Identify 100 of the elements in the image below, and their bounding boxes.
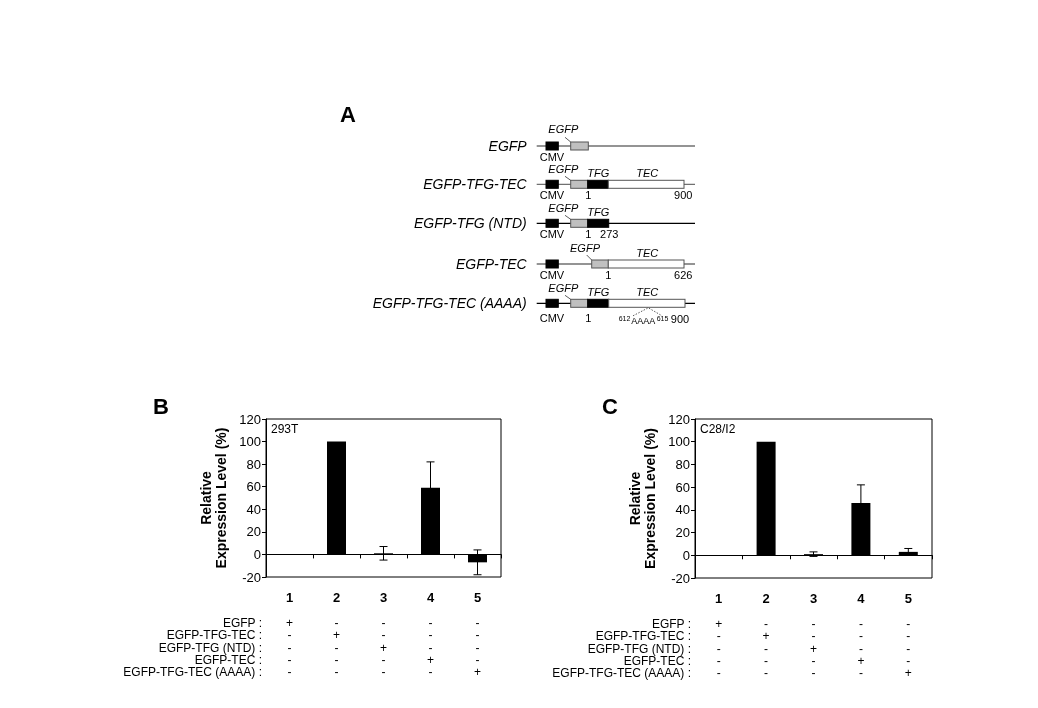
text: - (811, 665, 816, 680)
y-axis-title: Relative Expression Level (%) (626, 428, 658, 569)
text: EGFP-TFG-TEC (423, 176, 528, 192)
x-tick-label: 2 (332, 590, 341, 605)
x-tick-label: 5 (473, 590, 482, 605)
text: CMV (539, 228, 565, 241)
text: + (379, 640, 388, 655)
text: TFG (587, 167, 610, 180)
text: A (340, 102, 356, 127)
text: + (715, 617, 723, 632)
text: - (811, 629, 816, 644)
x-tick-label: 3 (809, 591, 818, 606)
x-tick-label: 4 (857, 591, 866, 606)
text: TEC (636, 286, 659, 299)
y-tick-label: 80 (246, 456, 261, 472)
text: EGFP-TFG (NTD) : (158, 640, 262, 655)
text: - (334, 652, 339, 667)
y-tick-label: -20 (671, 570, 690, 586)
text: - (287, 628, 292, 643)
text: - (428, 640, 433, 655)
text: - (858, 665, 863, 680)
text: - (858, 641, 863, 656)
x-tick-label: 5 (904, 591, 912, 606)
text: CMV (539, 269, 565, 281)
text: - (764, 641, 769, 656)
text: - (381, 628, 386, 643)
text: EGFP (548, 162, 579, 175)
text: + (332, 628, 341, 643)
text: TFG (587, 286, 610, 299)
y-tick-label: 20 (246, 524, 261, 540)
annotation: 293T (271, 422, 299, 436)
text: - (381, 652, 386, 667)
text: - (716, 665, 721, 680)
text: 1 (585, 228, 592, 241)
text: - (334, 640, 339, 655)
text: - (334, 616, 339, 631)
text: + (857, 653, 865, 668)
text: EGFP : (222, 616, 262, 631)
text: 626 (674, 269, 693, 281)
text: - (811, 617, 816, 632)
text: + (426, 652, 435, 667)
y-tick-label: 0 (253, 546, 261, 562)
text: - (334, 664, 339, 679)
text: EGFP (488, 137, 528, 154)
y-tick-label: 120 (668, 411, 690, 427)
y-tick-label: 0 (682, 547, 690, 563)
text: - (428, 628, 433, 643)
text: CMV (539, 311, 565, 324)
y-tick-label: 80 (675, 456, 690, 472)
text: - (475, 616, 480, 631)
text: - (475, 640, 480, 655)
text: EGFP (548, 201, 579, 214)
text: 900 (674, 189, 693, 202)
text: - (906, 641, 911, 656)
text: - (906, 629, 911, 644)
text: 1 (585, 189, 592, 202)
text: EGFP (570, 241, 601, 254)
text: EGFP (548, 123, 579, 136)
text: - (858, 617, 863, 632)
text: 1 (605, 269, 612, 281)
y-tick-label: 120 (239, 411, 261, 427)
text: EGFP-TFG-TEC (AAAA) : (552, 665, 691, 680)
y-axis-title: Relative Expression Level (%) (197, 427, 229, 569)
y-tick-label: 100 (668, 434, 690, 450)
text: 273 (600, 228, 619, 241)
text: - (764, 617, 769, 632)
text: - (475, 628, 480, 643)
text: 1 (585, 311, 592, 324)
text: - (716, 629, 721, 644)
y-tick-label: 20 (675, 525, 690, 541)
x-tick-label: 3 (379, 590, 388, 605)
annotation: C28/I2 (700, 422, 736, 436)
chart-title: C (602, 393, 618, 419)
text: EGFP-TFG (NTD) : (587, 641, 691, 656)
text: EGFP-TFG (NTD) (413, 215, 527, 231)
text: TFG (587, 206, 610, 219)
text: - (716, 653, 721, 668)
text: EGFP-TFG-TEC (AAAA) : (123, 664, 262, 679)
y-tick-label: 60 (246, 479, 261, 495)
text: EGFP-TFG-TEC : (595, 629, 691, 644)
chart-title: B (153, 393, 169, 419)
text: - (811, 653, 816, 668)
text: - (287, 652, 292, 667)
x-tick-label: 2 (762, 591, 770, 606)
text: - (906, 617, 911, 632)
text: + (285, 616, 294, 631)
text: - (428, 664, 433, 679)
text: + (473, 664, 482, 679)
x-tick-label: 4 (426, 590, 435, 605)
text: - (764, 665, 769, 680)
text: - (381, 616, 386, 631)
text: EGFP (548, 281, 579, 294)
text: + (809, 641, 818, 656)
y-tick-label: 100 (239, 434, 261, 450)
text: EGFP-TEC (455, 255, 528, 272)
text: + (904, 665, 912, 680)
text: - (287, 664, 292, 679)
y-tick-label: -20 (242, 569, 261, 585)
text: - (475, 652, 480, 667)
text: EGFP-TFG-TEC : (166, 628, 262, 643)
